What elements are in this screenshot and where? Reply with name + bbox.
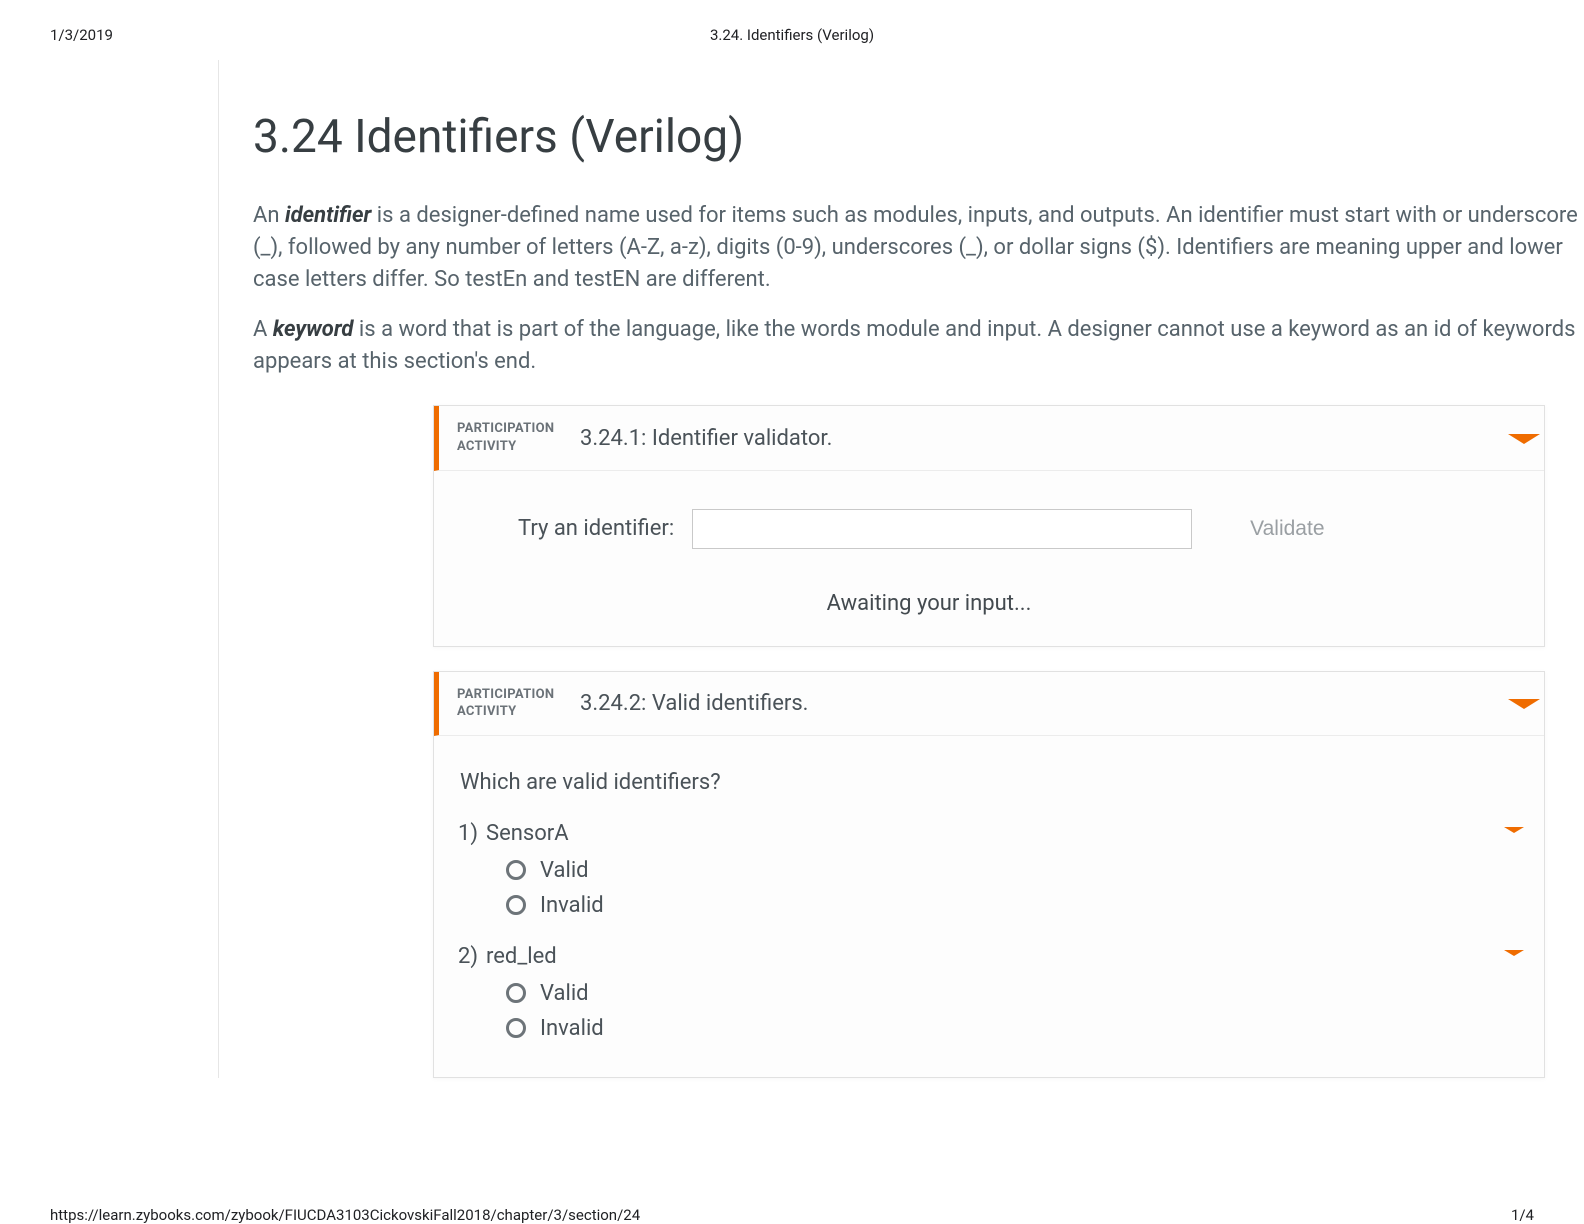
- para2-pre: A: [253, 317, 273, 342]
- section-heading: 3.24 Identifiers (Verilog): [253, 110, 1584, 164]
- option-label: Valid: [540, 981, 589, 1006]
- question-text: red_led: [486, 944, 557, 969]
- question-options: Valid Invalid: [506, 858, 1520, 918]
- activity-tag: PARTICIPATION ACTIVITY: [457, 686, 572, 721]
- paragraph-keyword: A keyword is a word that is part of the …: [253, 314, 1584, 378]
- identifier-term: identifier: [285, 203, 371, 228]
- page-inner: 3.24 Identifiers (Verilog) An identifier…: [219, 60, 1584, 1078]
- awaiting-message: Awaiting your input...: [338, 591, 1520, 616]
- radio-icon[interactable]: [506, 983, 526, 1003]
- page-container: 3.24 Identifiers (Verilog) An identifier…: [218, 60, 1584, 1078]
- validator-row: Try an identifier: Validate: [458, 495, 1520, 559]
- question-number: 1): [458, 821, 486, 846]
- question-options: Valid Invalid: [506, 981, 1520, 1041]
- option-valid[interactable]: Valid: [506, 858, 1520, 883]
- activity-tag: PARTICIPATION ACTIVITY: [457, 420, 572, 455]
- activity-header: PARTICIPATION ACTIVITY 3.24.1: Identifie…: [434, 406, 1544, 470]
- identifier-input[interactable]: [692, 509, 1192, 549]
- option-valid[interactable]: Valid: [506, 981, 1520, 1006]
- para1-pre: An: [253, 203, 285, 228]
- radio-icon[interactable]: [506, 1018, 526, 1038]
- print-page-number: 1/4: [1511, 1206, 1534, 1224]
- activity-card-valid-identifiers: PARTICIPATION ACTIVITY 3.24.2: Valid ide…: [433, 671, 1545, 1078]
- activity-header: PARTICIPATION ACTIVITY 3.24.2: Valid ide…: [434, 672, 1544, 736]
- question-number: 2): [458, 944, 486, 969]
- question-head: 2) red_led: [458, 944, 1520, 969]
- question-head: 1) SensorA: [458, 821, 1520, 846]
- validate-button[interactable]: Validate: [1250, 517, 1324, 541]
- print-url: https://learn.zybooks.com/zybook/FIUCDA3…: [50, 1206, 640, 1224]
- activity-body: Try an identifier: Validate Awaiting you…: [434, 471, 1544, 646]
- para2-post: is a word that is part of the language, …: [253, 317, 1576, 374]
- option-invalid[interactable]: Invalid: [506, 1016, 1520, 1041]
- radio-icon[interactable]: [506, 895, 526, 915]
- option-invalid[interactable]: Invalid: [506, 893, 1520, 918]
- try-identifier-label: Try an identifier:: [518, 516, 674, 541]
- activity-body: Which are valid identifiers? 1) SensorA …: [434, 736, 1544, 1077]
- print-date: 1/3/2019: [50, 26, 113, 44]
- keyword-term: keyword: [273, 317, 354, 342]
- activity-card-validator: PARTICIPATION ACTIVITY 3.24.1: Identifie…: [433, 405, 1545, 646]
- option-label: Invalid: [540, 893, 604, 918]
- question-item: 1) SensorA Valid Invalid: [458, 821, 1520, 918]
- question-text: SensorA: [486, 821, 569, 846]
- activity-title: 3.24.1: Identifier validator.: [580, 426, 832, 451]
- option-label: Valid: [540, 858, 589, 883]
- radio-icon[interactable]: [506, 860, 526, 880]
- activity-title: 3.24.2: Valid identifiers.: [580, 691, 808, 716]
- paragraph-identifier: An identifier is a designer-defined name…: [253, 200, 1584, 296]
- question-item: 2) red_led Valid Invalid: [458, 944, 1520, 1041]
- question-prompt: Which are valid identifiers?: [460, 770, 1520, 795]
- print-title: 3.24. Identifiers (Verilog): [710, 26, 874, 44]
- para1-post: is a designer-defined name used for item…: [253, 203, 1578, 292]
- option-label: Invalid: [540, 1016, 604, 1041]
